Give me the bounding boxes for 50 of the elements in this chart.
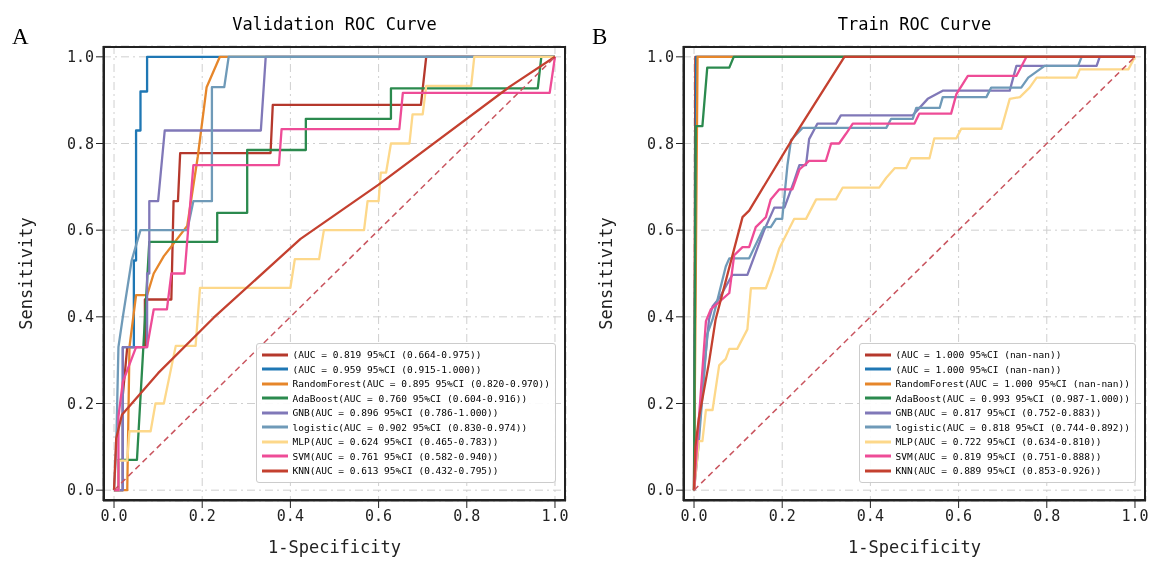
x-tick-label: 0.6 xyxy=(365,506,393,525)
legend-label: AdaBoost(AUC = 0.760 95%CI (0.604-0.916)) xyxy=(292,392,528,404)
legend-label: RandomForest(AUC = 0.895 95%CI (0.820-0.970)) xyxy=(292,378,550,390)
x-tick-label: 0.0 xyxy=(680,506,708,525)
y-tick-label: 1.0 xyxy=(66,48,94,67)
y-tick-label: 0.0 xyxy=(66,481,94,500)
y-tick-label: 0.4 xyxy=(66,308,94,327)
x-axis-title: 1-Specificity xyxy=(267,537,402,557)
x-tick-label: 0.4 xyxy=(856,506,884,525)
y-tick-label: 1.0 xyxy=(646,48,674,67)
legend-label: (AUC = 1.000 95%CI (nan-nan)) xyxy=(895,363,1062,375)
x-tick-label: 1.0 xyxy=(1121,506,1149,525)
legend-label: (AUC = 0.959 95%CI (0.915-1.000)) xyxy=(292,363,482,375)
legend-label: KNN(AUC = 0.889 95%CI (0.853-0.926)) xyxy=(895,465,1102,477)
x-tick-label: 0.2 xyxy=(188,506,216,525)
x-tick-label: 0.4 xyxy=(276,506,304,525)
legend-label: logistic(AUC = 0.902 95%CI (0.830-0.974)) xyxy=(292,421,528,433)
y-tick-label: 0.0 xyxy=(646,481,674,500)
y-tick-label: 0.6 xyxy=(646,221,674,240)
x-tick-label: 0.0 xyxy=(100,506,128,525)
legend-label: SVM(AUC = 0.819 95%CI (0.751-0.888)) xyxy=(895,450,1102,462)
legend-label: logistic(AUC = 0.818 95%CI (0.744-0.892)) xyxy=(895,421,1130,433)
y-tick-label: 0.6 xyxy=(66,221,94,240)
text: A xyxy=(12,24,29,50)
x-axis-title: 1-Specificity xyxy=(847,537,982,557)
legend-label: KNN(AUC = 0.613 95%CI (0.432-0.795)) xyxy=(292,465,499,477)
x-tick-label: 0.6 xyxy=(945,506,973,525)
y-tick-label: 0.8 xyxy=(646,134,674,153)
legend-label: GNB(AUC = 0.817 95%CI (0.752-0.883)) xyxy=(895,407,1102,419)
x-tick-label: 1.0 xyxy=(541,506,569,525)
chart-title: Validation ROC Curve xyxy=(231,14,438,34)
legend-label: MLP(AUC = 0.722 95%CI (0.634-0.810)) xyxy=(895,436,1102,448)
legend-label: MLP(AUC = 0.624 95%CI (0.465-0.783)) xyxy=(292,436,499,448)
text: B xyxy=(592,24,608,50)
y-axis-title: Sensitivity xyxy=(16,217,37,330)
legend-label: RandomForest(AUC = 1.000 95%CI (nan-nan)) xyxy=(895,378,1130,390)
legend-label: GNB(AUC = 0.896 95%CI (0.786-1.000)) xyxy=(292,407,499,419)
legend-label: SVM(AUC = 0.761 95%CI (0.582-0.940)) xyxy=(292,450,499,462)
y-tick-label: 0.8 xyxy=(66,134,94,153)
y-tick-label: 0.2 xyxy=(66,394,94,413)
y-tick-label: 0.2 xyxy=(646,394,674,413)
chart-title: Train ROC Curve xyxy=(836,14,993,34)
legend-label: (AUC = 1.000 95%CI (nan-nan)) xyxy=(895,349,1062,361)
legend-label: (AUC = 0.819 95%CI (0.664-0.975)) xyxy=(292,349,482,361)
y-axis-title: Sensitivity xyxy=(596,217,617,330)
x-tick-label: 0.8 xyxy=(1033,506,1061,525)
x-tick-label: 0.8 xyxy=(453,506,481,525)
x-tick-label: 0.2 xyxy=(768,506,796,525)
y-tick-label: 0.4 xyxy=(646,308,674,327)
legend-label: AdaBoost(AUC = 0.993 95%CI (0.987-1.000)) xyxy=(895,392,1130,404)
